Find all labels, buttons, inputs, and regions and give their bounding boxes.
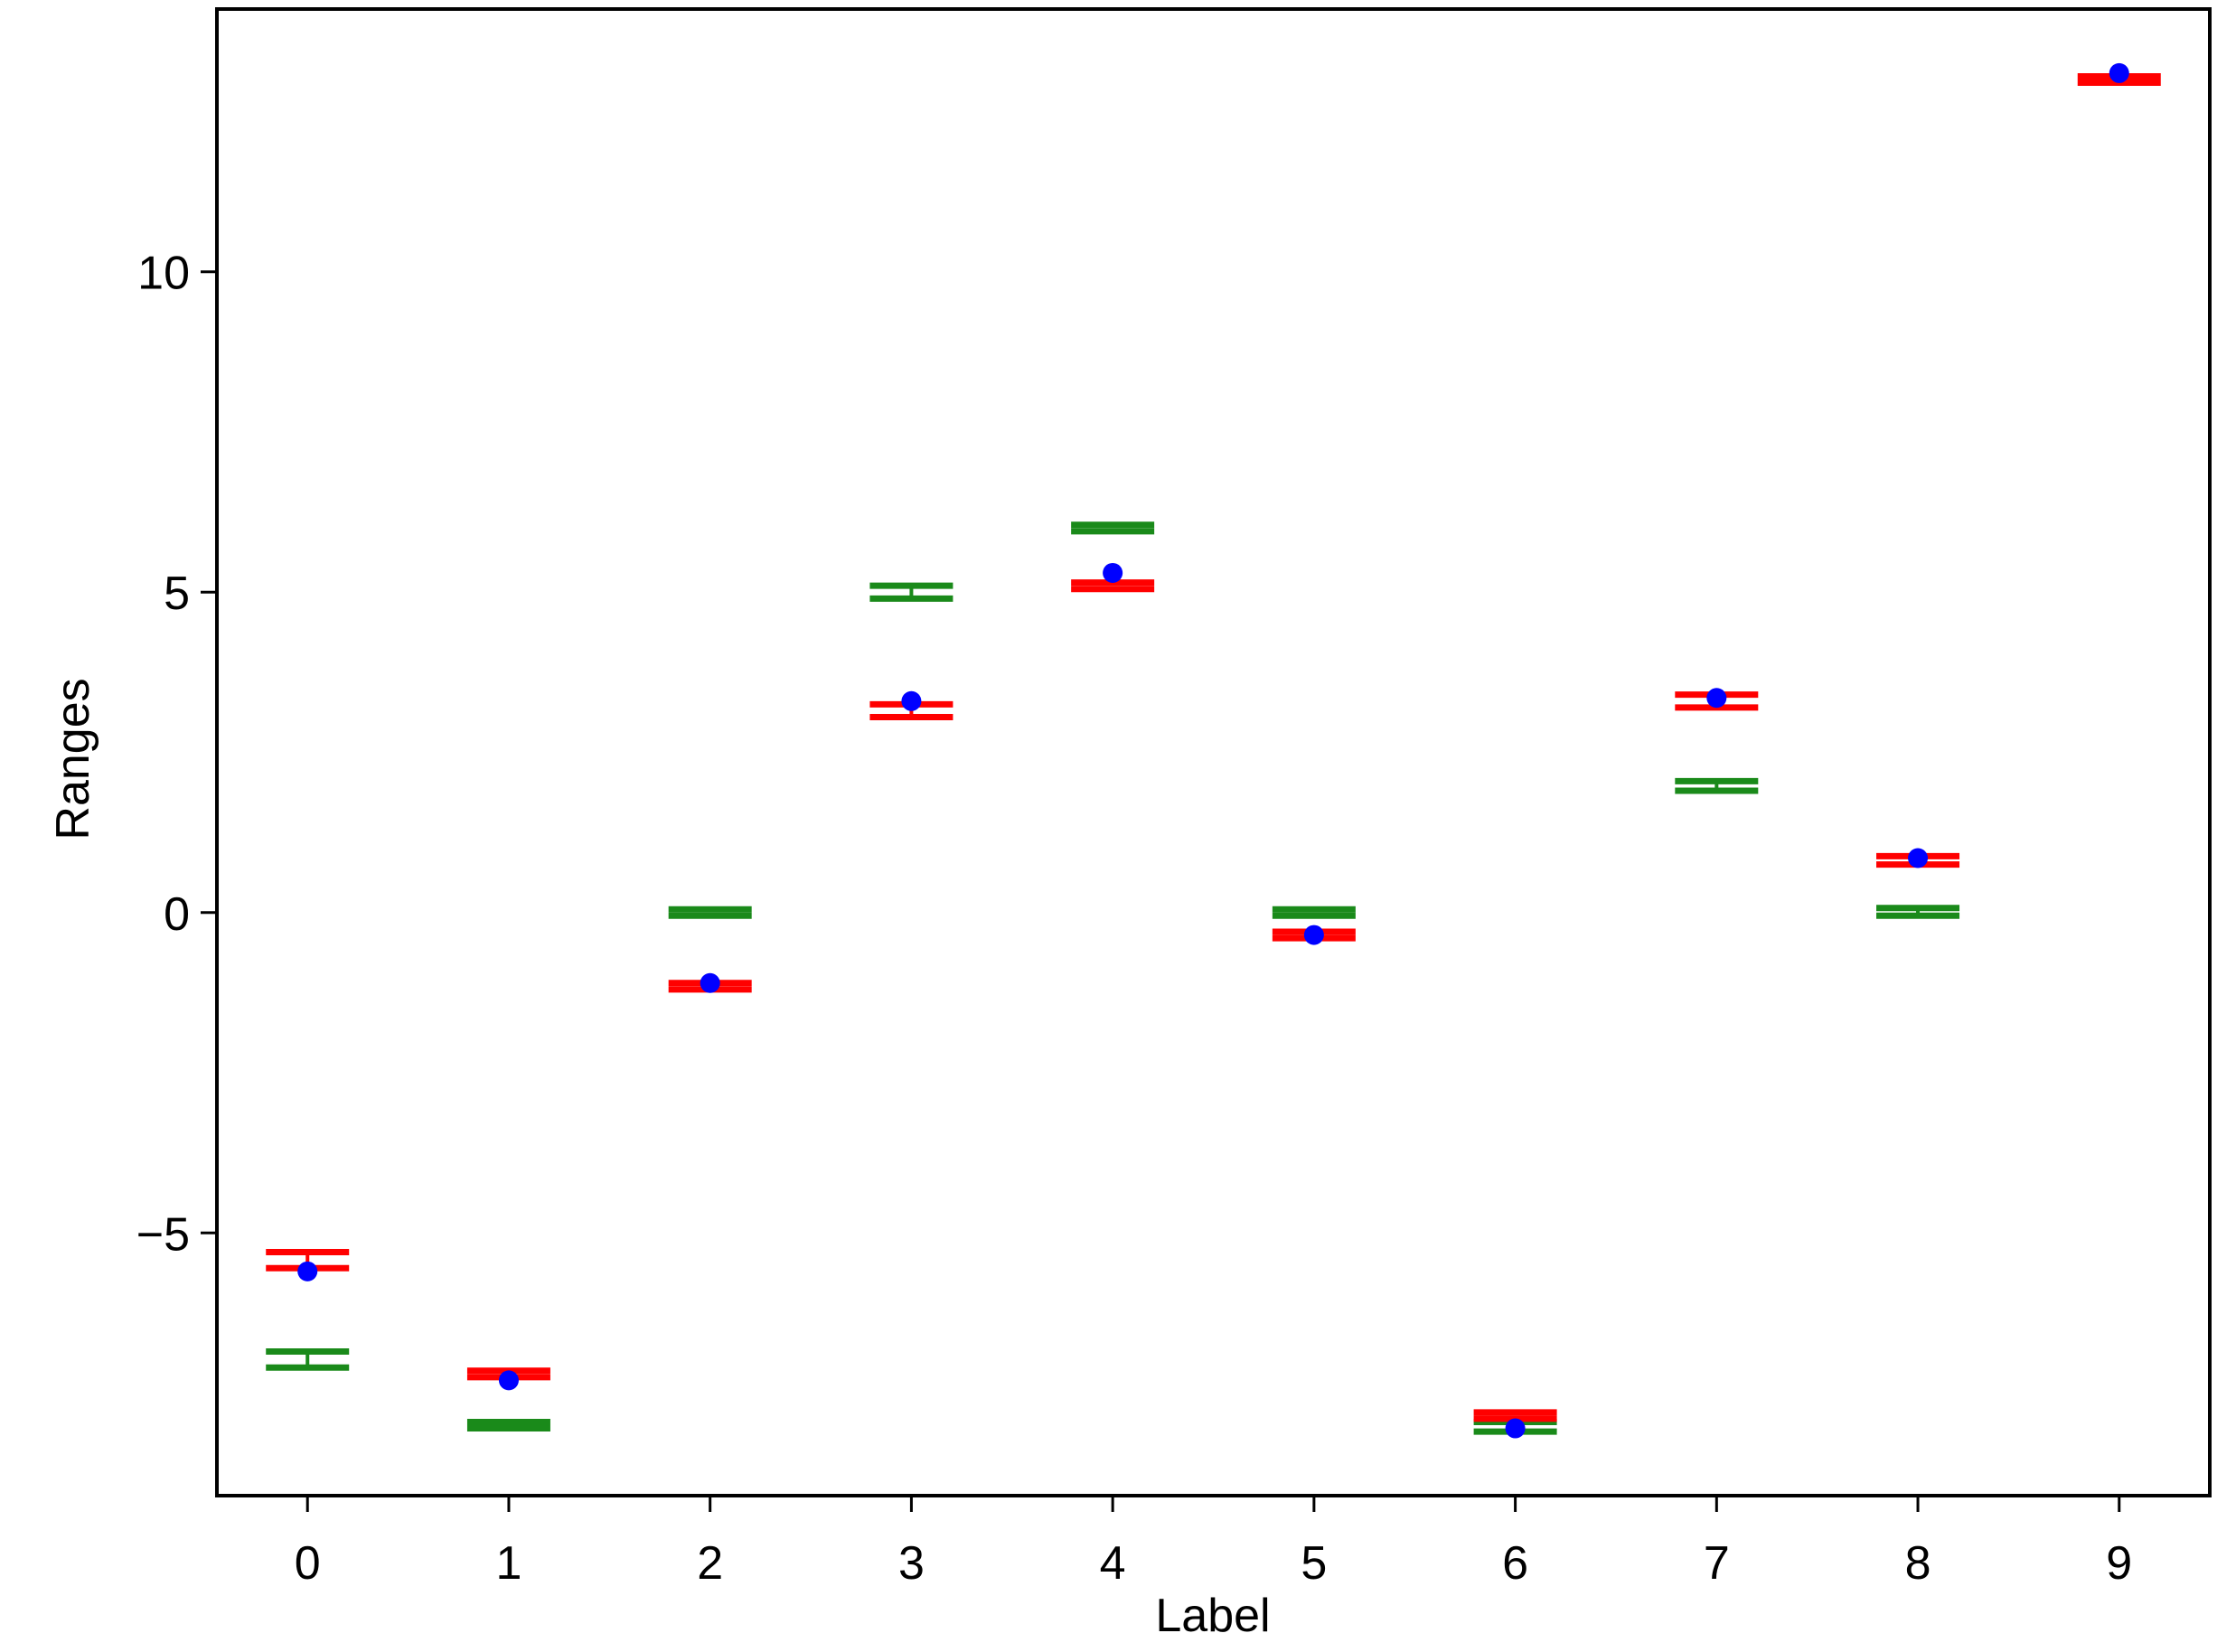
data-point: [1303, 925, 1324, 945]
y-axis-label: Ranges: [47, 678, 99, 840]
data-point: [1706, 688, 1727, 709]
x-tick-label: 0: [295, 1537, 321, 1590]
data-point: [1103, 562, 1123, 583]
x-tick-label: 9: [2106, 1537, 2132, 1590]
x-tick-label: 8: [1905, 1537, 1931, 1590]
data-point: [700, 972, 720, 993]
data-point: [1908, 848, 1929, 868]
x-tick-label: 6: [1502, 1537, 1528, 1590]
marks-layer: [266, 62, 2161, 1439]
y-tick-label: 0: [164, 888, 190, 941]
data-point: [498, 1370, 519, 1391]
data-point: [1505, 1418, 1526, 1439]
x-tick-label: 2: [697, 1537, 723, 1590]
y-tick-label: 5: [164, 568, 190, 620]
y-tick-label: −5: [136, 1208, 190, 1261]
x-axis-label: Label: [1155, 1590, 1270, 1642]
x-tick-label: 4: [1100, 1537, 1126, 1590]
x-tick-label: 3: [898, 1537, 925, 1590]
x-tick-label: 7: [1704, 1537, 1730, 1590]
x-tick-label: 1: [495, 1537, 521, 1590]
data-point: [2109, 62, 2129, 83]
x-tick-label: 5: [1301, 1537, 1327, 1590]
plot-frame: [215, 7, 2212, 1497]
y-tick-label: 10: [137, 248, 190, 300]
data-point: [901, 690, 922, 711]
data-point: [297, 1261, 318, 1281]
axes-layer: 0 1 2 3 4 5 6 7 8 9 −5 0 5 10: [136, 248, 2133, 1590]
